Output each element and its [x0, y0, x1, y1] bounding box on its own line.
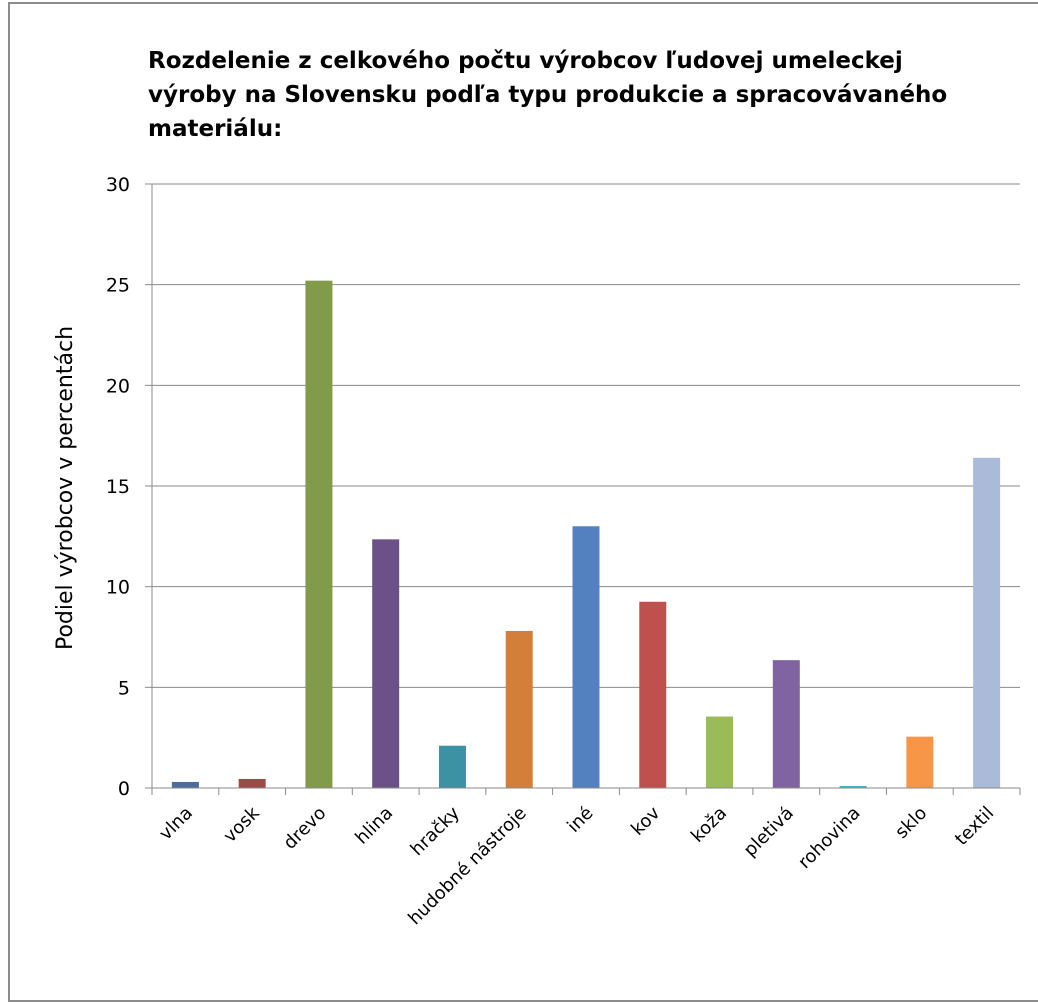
x-tick-label: rohovina [794, 803, 864, 873]
gridlines [152, 183, 1020, 688]
bar-rohovina [839, 785, 867, 788]
x-tick-label: hračky [407, 802, 465, 860]
x-tick-label: vosk [220, 802, 265, 847]
bars [171, 280, 1001, 788]
bar-kov [639, 601, 667, 788]
x-tick-label: hlina [351, 803, 397, 849]
bar-hlina [372, 539, 400, 788]
bar-vlna [171, 781, 199, 788]
x-tick-label: kov [627, 802, 664, 839]
x-tick-label: drevo [279, 803, 330, 854]
x-tick-label: sklo [891, 803, 931, 843]
bar-hudobné-nástroje [505, 630, 533, 788]
y-tick-label: 30 [106, 174, 130, 196]
y-tick-label: 20 [106, 375, 130, 397]
x-tick-label: vlna [155, 803, 197, 845]
chart-title: Rozdelenie z celkového počtu výrobcov ľu… [148, 48, 948, 142]
bar-sklo [906, 736, 934, 788]
bar-drevo [305, 280, 333, 788]
bar-vosk [238, 778, 266, 788]
y-tick-label: 15 [106, 476, 130, 498]
y-axis-label: Podiel výrobcov v percentách [53, 326, 78, 650]
x-tick-label: koža [687, 803, 731, 847]
bar-iné [572, 526, 600, 788]
y-tick-label: 25 [106, 275, 130, 297]
x-tick-label: iné [563, 803, 597, 837]
y-tick-label: 0 [118, 778, 130, 800]
bar-hračky [438, 745, 466, 788]
x-tick-label: pletivá [740, 803, 798, 861]
bar-koža [706, 716, 734, 788]
bar-pletivá [772, 660, 800, 788]
x-tick-label: textil [951, 803, 998, 850]
bar-textil [973, 457, 1001, 788]
y-tick-label: 5 [118, 677, 130, 699]
x-tick-label: hudobné nástroje [404, 803, 530, 929]
x-axis [151, 184, 1021, 795]
y-tick-label: 10 [106, 577, 130, 599]
y-axis-ticks: 0 5 10 15 20 25 30 [106, 174, 152, 800]
